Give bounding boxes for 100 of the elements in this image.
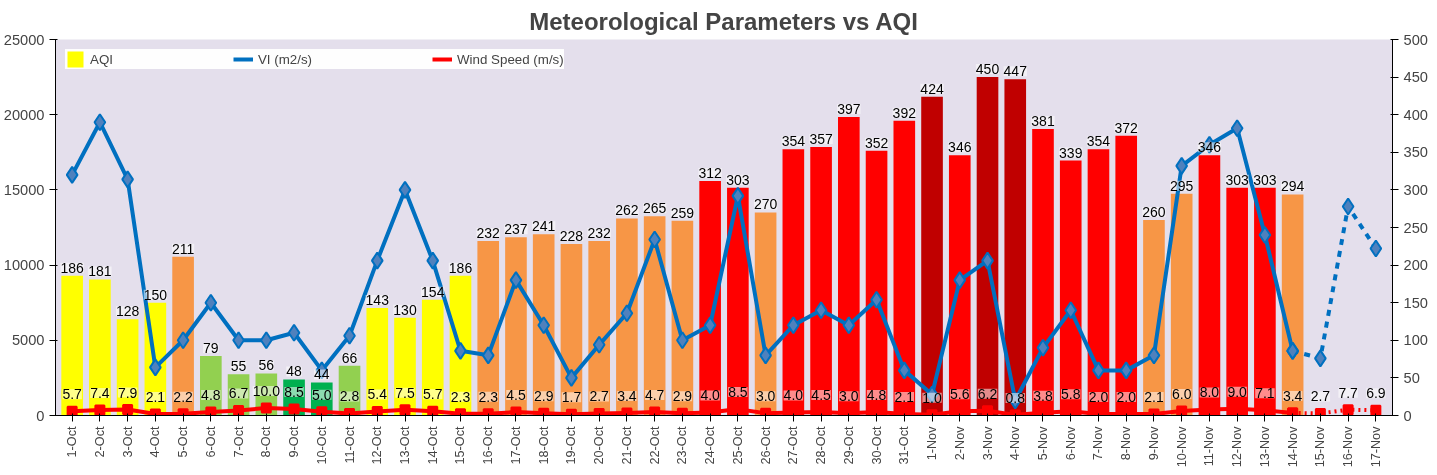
x-tick-label: 18-Oct — [536, 426, 551, 465]
x-tick-label: 5-Nov — [1035, 425, 1050, 461]
y-tick-label: 10000 — [3, 257, 45, 274]
data-label: 312 — [698, 164, 723, 181]
x-tick-label: 29-Oct — [841, 426, 856, 465]
x-tick-label: 3-Nov — [980, 425, 995, 461]
data-label: 397 — [837, 100, 861, 117]
y2-tick-label: 200 — [1403, 257, 1428, 274]
x-tick-label: 10-Oct — [314, 426, 329, 465]
data-label: 4.0 — [700, 387, 721, 404]
x-tick-label: 6-Oct — [203, 426, 218, 458]
data-label: 450 — [975, 61, 1000, 78]
data-label: 339 — [1059, 144, 1083, 161]
y-tick-label: 0 — [36, 407, 45, 424]
data-label: 2.1 — [145, 388, 166, 405]
data-label: 1.7 — [561, 389, 582, 406]
data-label: 2.3 — [478, 388, 499, 405]
x-tick-label: 3-Oct — [120, 426, 135, 458]
x-tick-label: 11-Oct — [342, 426, 357, 464]
x-tick-label: 7-Nov — [1091, 425, 1106, 461]
data-label: 2.7 — [1310, 388, 1331, 405]
data-label: 2.1 — [894, 388, 915, 405]
x-tick-label: 12-Oct — [370, 426, 385, 465]
data-label: 10.0 — [252, 382, 281, 399]
data-label: 211 — [171, 240, 195, 257]
data-label: 295 — [1170, 177, 1194, 194]
data-label: 3.0 — [755, 388, 776, 405]
data-label: 265 — [642, 200, 667, 217]
data-label: 352 — [864, 134, 889, 151]
data-label: 270 — [753, 196, 778, 213]
x-tick-label: 31-Oct — [897, 426, 912, 465]
data-label: 7.5 — [395, 384, 415, 401]
data-label: 354 — [1086, 133, 1111, 150]
data-label: 5.8 — [1061, 386, 1081, 403]
data-label: 7.7 — [1338, 384, 1359, 401]
data-label: 4.5 — [811, 387, 832, 404]
x-tick-label: 22-Oct — [647, 426, 662, 465]
x-tick-label: 9-Oct — [287, 426, 302, 458]
y2-tick-label: 0 — [1403, 407, 1412, 424]
x-tick-label: 16-Oct — [481, 426, 496, 465]
data-label: 2.9 — [672, 388, 693, 405]
data-label: 381 — [1031, 112, 1055, 129]
data-label: 186 — [60, 259, 85, 276]
data-label: 8.5 — [284, 384, 304, 401]
y-tick-label: 15000 — [3, 181, 45, 198]
data-label: 237 — [504, 221, 528, 238]
y2-tick-label: 300 — [1403, 181, 1428, 198]
x-tick-label: 17-Nov — [1368, 425, 1383, 468]
y2-tick-label: 400 — [1403, 106, 1428, 123]
data-label: 294 — [1280, 178, 1305, 195]
data-label: 6.7 — [228, 385, 249, 402]
y2-tick-label: 450 — [1403, 69, 1428, 86]
data-label: 55 — [230, 358, 247, 375]
data-label: 79 — [203, 340, 219, 357]
data-label: 143 — [365, 291, 390, 308]
x-tick-label: 8-Nov — [1119, 425, 1134, 461]
data-label: 5.7 — [423, 386, 443, 403]
y-tick-label: 25000 — [3, 31, 45, 48]
data-label: 3.4 — [617, 387, 637, 404]
x-tick-label: 11-Nov — [1202, 425, 1217, 467]
x-tick-label: 8-Oct — [259, 426, 274, 458]
x-tick-label: 4-Oct — [148, 426, 163, 458]
data-label: 181 — [88, 263, 112, 280]
data-label: 48 — [286, 363, 303, 380]
data-label: 4.5 — [506, 387, 526, 404]
x-tick-label: 14-Nov — [1285, 425, 1300, 468]
data-label: 56 — [258, 357, 275, 374]
y2-tick-label: 150 — [1403, 294, 1428, 311]
data-label: 346 — [1197, 139, 1222, 156]
x-tick-label: 27-Oct — [786, 426, 801, 465]
data-label: 354 — [781, 133, 806, 150]
data-label: 66 — [341, 349, 358, 366]
data-label: 303 — [1253, 171, 1277, 188]
x-tick-label: 28-Oct — [814, 426, 829, 465]
x-tick-label: 13-Oct — [398, 426, 413, 465]
data-label: 2.9 — [533, 388, 554, 405]
data-label: 232 — [476, 225, 501, 242]
data-label: 2.8 — [339, 388, 360, 405]
x-tick-label: 21-Oct — [619, 426, 634, 465]
data-label: 7.1 — [1255, 385, 1275, 402]
data-label: 392 — [892, 104, 917, 121]
y2-tick-label: 350 — [1403, 144, 1428, 161]
x-tick-label: 1-Oct — [65, 426, 80, 458]
data-label: 259 — [670, 204, 695, 221]
data-label: 4.8 — [201, 386, 221, 403]
y2-tick-label: 100 — [1403, 332, 1428, 349]
data-label: 3.0 — [839, 388, 859, 405]
data-label: 447 — [1003, 63, 1028, 80]
x-tick-label: 20-Oct — [592, 426, 607, 465]
legend-label: AQI — [90, 51, 113, 67]
x-tick-label: 10-Nov — [1174, 425, 1189, 468]
data-label: 2.0 — [1116, 389, 1137, 405]
data-label: 2.2 — [173, 388, 194, 405]
data-label: 154 — [421, 283, 445, 300]
data-label: 9.0 — [1227, 383, 1248, 400]
data-label: 5.7 — [62, 386, 83, 403]
data-label: 2.0 — [1088, 389, 1109, 405]
data-label: 241 — [532, 218, 556, 235]
x-tick-label: 15-Oct — [453, 426, 468, 465]
x-tick-label: 2-Oct — [92, 426, 107, 458]
